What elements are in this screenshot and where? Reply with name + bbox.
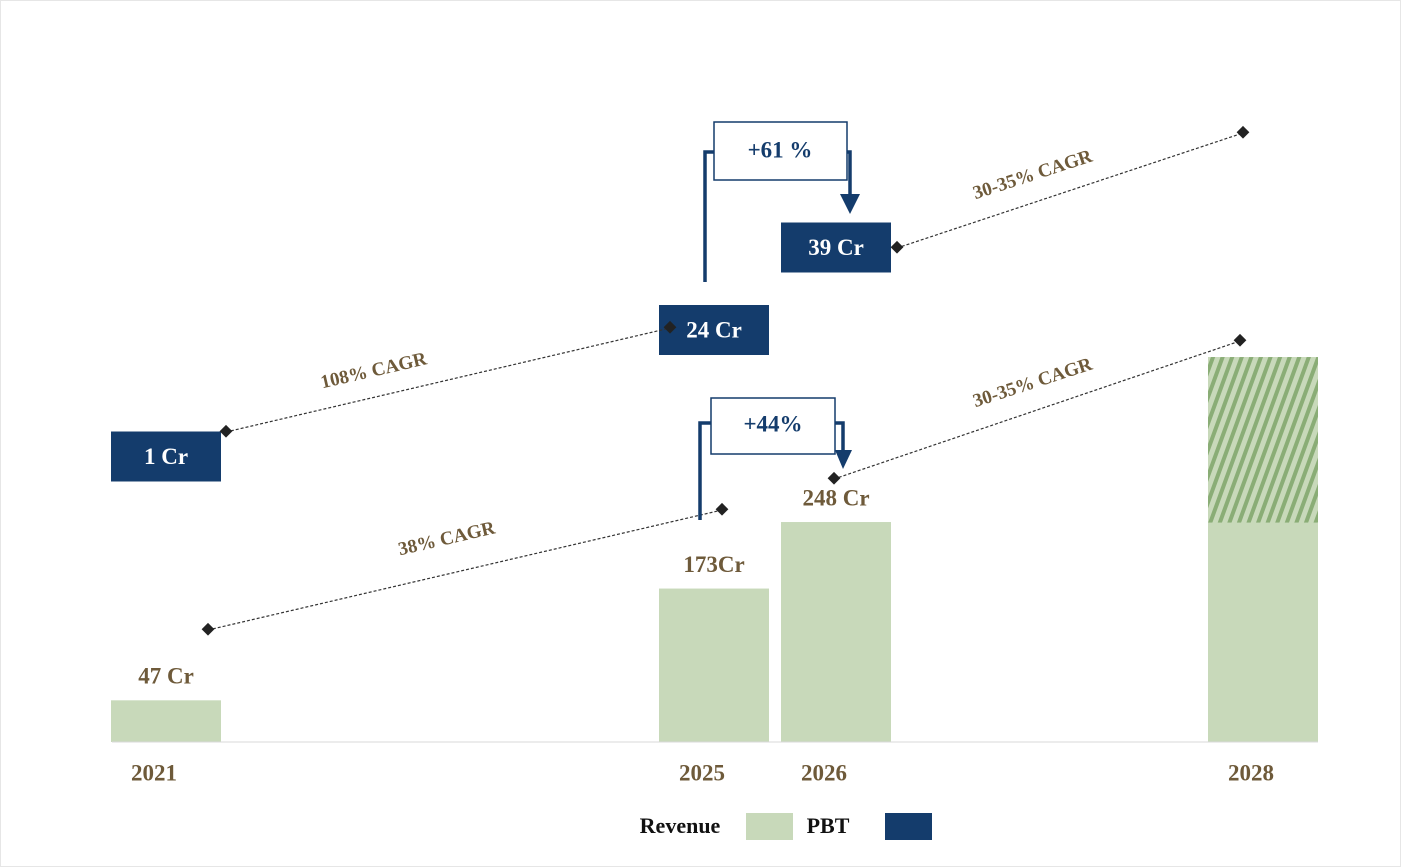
legend-swatch [885,813,932,840]
x-tick-label: 2026 [801,760,847,785]
pbt-box [111,431,221,482]
x-tick-label: 2021 [131,760,177,785]
x-tick-label: 2028 [1228,760,1274,785]
cagr-label: 30-35% CAGR [970,354,1095,412]
cagr-label: 30-35% CAGR [970,146,1095,204]
legend-swatch [746,813,793,840]
revenue-bar [781,522,891,742]
value-label: 47 Cr [138,664,194,689]
value-label: 24 Cr [686,317,742,342]
pbt-box [659,305,769,355]
value-label: 173Cr [683,552,744,577]
revenue-bar [111,700,221,742]
cagr-label: 38% CAGR [396,517,497,560]
legend-label: Revenue [640,813,721,838]
value-label: 248 Cr [802,485,869,510]
projection-hatch [1208,357,1318,523]
growth-label: +44% [743,411,802,436]
legend-label: PBT [807,813,850,838]
value-label: 1 Cr [144,444,188,469]
growth-label: +61 % [748,137,813,162]
value-label: 39 Cr [808,235,864,260]
pbt-box [781,222,891,273]
growth-bracket [698,121,860,520]
revenue-bar [659,588,769,742]
cagr-label: 108% CAGR [319,348,429,393]
x-tick-label: 2025 [679,760,725,785]
